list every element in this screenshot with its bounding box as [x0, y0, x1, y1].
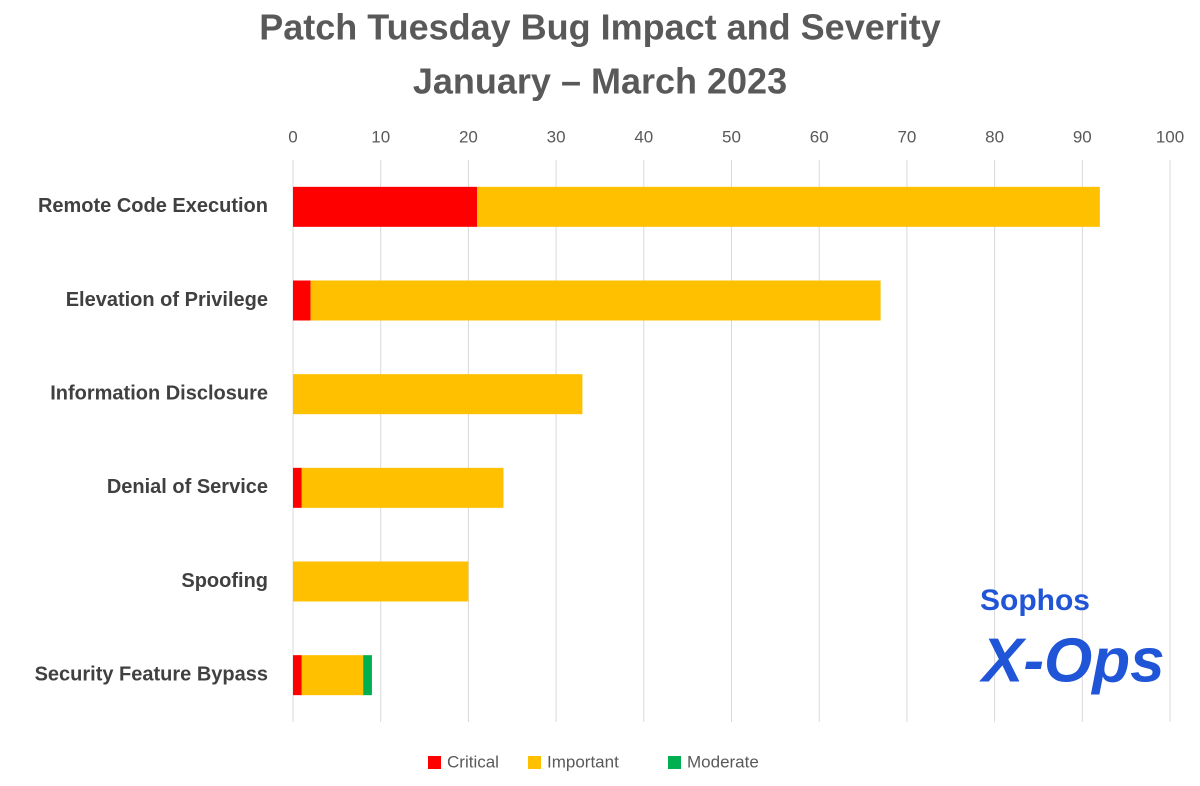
x-tick-label: 30 — [547, 127, 566, 146]
y-tick-label: Spoofing — [181, 570, 268, 592]
x-tick-label: 0 — [288, 127, 297, 146]
y-tick-label: Security Feature Bypass — [35, 663, 268, 685]
bar-segment — [310, 280, 881, 321]
x-tick-label: 20 — [459, 127, 478, 146]
x-tick-label: 60 — [810, 127, 829, 146]
y-tick-label: Denial of Service — [107, 476, 268, 498]
bar-segment — [293, 561, 469, 602]
logo-brand: Sophos — [980, 584, 1090, 617]
x-tick-label: 90 — [1073, 127, 1092, 146]
x-tick-label: 70 — [897, 127, 916, 146]
bar-segment — [293, 655, 302, 696]
x-tick-label: 40 — [634, 127, 653, 146]
chart-title: Patch Tuesday Bug Impact and Severity — [259, 7, 941, 48]
legend-swatch — [428, 756, 441, 769]
legend-label: Critical — [447, 752, 499, 771]
y-tick-label: Remote Code Execution — [38, 195, 268, 217]
bar-segment — [293, 280, 311, 321]
x-tick-label: 50 — [722, 127, 741, 146]
bar-segment — [293, 186, 478, 227]
legend-swatch — [668, 756, 681, 769]
bar-segment — [293, 374, 583, 415]
legend-swatch — [528, 756, 541, 769]
bar-segment — [301, 655, 364, 696]
x-tick-label: 80 — [985, 127, 1004, 146]
bar-segment — [477, 186, 1100, 227]
legend-label: Important — [547, 752, 619, 771]
legend-label: Moderate — [687, 752, 759, 771]
logo: Sophos X-Ops — [979, 584, 1165, 695]
chart-title: January – March 2023 — [413, 61, 787, 102]
y-tick-label: Elevation of Privilege — [66, 289, 268, 311]
x-tick-label: 10 — [371, 127, 390, 146]
bar-segment — [363, 655, 372, 696]
y-tick-label: Information Disclosure — [50, 382, 268, 404]
bar-segment — [301, 467, 504, 508]
logo-name: X-Ops — [979, 626, 1165, 695]
bar-segment — [293, 467, 302, 508]
x-tick-label: 100 — [1156, 127, 1184, 146]
